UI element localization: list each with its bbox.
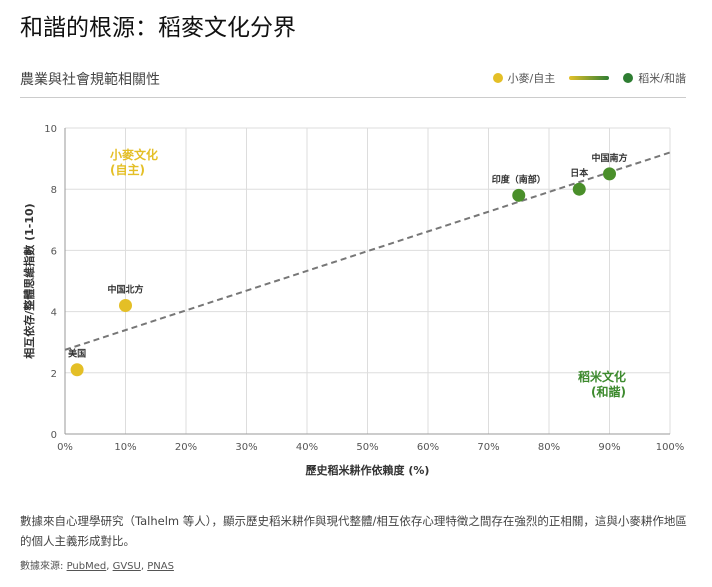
rice-annotation-sub: (和諧): [591, 384, 626, 399]
x-tick-label: 0%: [57, 442, 73, 453]
rice-dot-icon: [623, 73, 634, 83]
y-tick-label: 2: [51, 369, 57, 380]
point-label: 美国: [68, 348, 86, 360]
scatter-chart: 0% 10% 20% 30% 40% 50% 60% 70% 80% 90% 100% 0 2 4 6 8 10…: [22, 124, 685, 477]
wheat-dot-icon: [492, 73, 503, 83]
source-link-gvsu[interactable]: GVSU: [112, 561, 141, 572]
legend-wheat: 小麥/自主: [507, 72, 556, 85]
wheat-annotation-sub: (自主): [110, 162, 145, 177]
x-tick-label: 100%: [656, 442, 685, 453]
trend-line: [64, 151, 671, 351]
wheat-annotation: 小麥文化: [110, 147, 158, 162]
data-point: [70, 363, 84, 377]
x-axis-label: 歷史稻米耕作依賴度 (%): [306, 463, 430, 477]
y-tick-label: 6: [51, 246, 57, 257]
point-label: 中国南方: [591, 152, 627, 164]
y-tick-label: 0: [51, 430, 57, 441]
sources-label: 數據來源:: [20, 561, 64, 572]
gradient-bar-icon: [569, 76, 610, 80]
point-label: 印度（南部）: [492, 173, 546, 185]
x-tick-label: 30%: [235, 442, 257, 453]
x-tick-label: 90%: [598, 442, 620, 453]
x-tick-label: 20%: [175, 442, 197, 453]
source-link-pubmed[interactable]: PubMed: [66, 561, 107, 572]
data-point: [572, 182, 586, 196]
x-tick-label: 40%: [296, 442, 318, 453]
x-tick-label: 70%: [477, 442, 499, 453]
data-point: [603, 167, 616, 181]
data-point: [512, 188, 526, 202]
x-tick-label: 60%: [417, 442, 439, 453]
point-label: 中国北方: [107, 283, 143, 295]
data-point: [119, 298, 132, 312]
y-tick-label: 8: [51, 185, 57, 196]
y-tick-label: 10: [44, 124, 57, 135]
rice-annotation: 稻米文化: [578, 369, 626, 384]
x-tick-label: 10%: [114, 442, 136, 453]
divider: [20, 97, 686, 98]
legend-rice: 稻米/和諧: [638, 72, 686, 85]
x-tick-label: 80%: [538, 442, 560, 453]
y-axis-label: 相互依存/整體思維指數 (1-10): [22, 203, 36, 358]
x-tick-label: 50%: [356, 442, 378, 453]
sources: 數據來源: PubMed, GVSU, PNAS: [20, 561, 174, 572]
chart-subtitle: 農業與社會規範相關性: [20, 72, 160, 88]
page-title: 和諧的根源：稻麥文化分界: [20, 15, 296, 41]
legend: 小麥/自主 稻米/和諧: [492, 70, 686, 86]
point-label: 日本: [570, 167, 589, 179]
description: 數據來自心理學研究（Talhelm 等人），顯示歷史稻米耕作與現代整體/相互依存…: [20, 514, 687, 548]
source-link-pnas[interactable]: PNAS: [147, 561, 174, 572]
y-tick-label: 4: [51, 308, 57, 319]
